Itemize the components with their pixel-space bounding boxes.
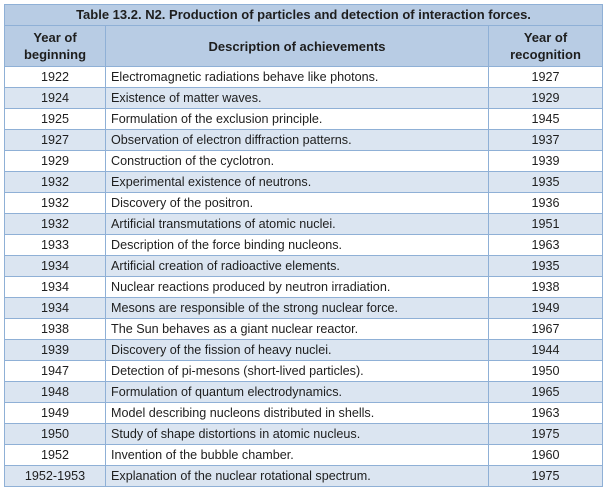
table-title-row: Table 13.2. N2. Production of particles … <box>4 4 603 26</box>
table-row: 1952 Invention of the bubble chamber. 1960 <box>4 444 603 466</box>
table-row: 1949 Model describing nucleons distribute… <box>4 402 603 424</box>
year-cell: 1934 <box>4 255 106 277</box>
table-body: 1922 Electromagnetic radiations behave li… <box>4 66 603 487</box>
recognition-cell: 1967 <box>488 318 603 340</box>
description-cell: Model describing nucleons distributed in… <box>105 402 489 424</box>
year-cell: 1922 <box>4 66 106 88</box>
year-cell: 1950 <box>4 423 106 445</box>
year-cell: 1932 <box>4 192 106 214</box>
year-cell: 1949 <box>4 402 106 424</box>
table-row: 1947 Detection of pi-mesons (short-lived … <box>4 360 603 382</box>
recognition-cell: 1939 <box>488 150 603 172</box>
header-recognition-line1: Year of <box>523 30 568 45</box>
recognition-cell: 1950 <box>488 360 603 382</box>
achievements-table: Table 13.2. N2. Production of particles … <box>4 4 603 487</box>
description-cell: Observation of electron diffraction patt… <box>105 129 489 151</box>
year-cell: 1927 <box>4 129 106 151</box>
recognition-cell: 1949 <box>488 297 603 319</box>
description-cell: Construction of the cyclotron. <box>105 150 489 172</box>
year-cell: 1952 <box>4 444 106 466</box>
header-description: Description of achievements <box>105 25 489 67</box>
achievements-table-container: Table 13.2. N2. Production of particles … <box>4 4 603 487</box>
recognition-cell: 1935 <box>488 255 603 277</box>
year-cell: 1925 <box>4 108 106 130</box>
description-cell: Existence of matter waves. <box>105 87 489 109</box>
year-cell: 1938 <box>4 318 106 340</box>
recognition-cell: 1960 <box>488 444 603 466</box>
description-cell: Discovery of the fission of heavy nuclei… <box>105 339 489 361</box>
table-row: 1934 Nuclear reactions produced by neutro… <box>4 276 603 298</box>
table-row: 1948 Formulation of quantum electrodynami… <box>4 381 603 403</box>
recognition-cell: 1936 <box>488 192 603 214</box>
header-year-line2: beginning <box>23 47 87 62</box>
table-row: 1934 Artificial creation of radioactive e… <box>4 255 603 277</box>
header-recognition-line2: recognition <box>510 47 581 62</box>
year-cell: 1933 <box>4 234 106 256</box>
recognition-cell: 1951 <box>488 213 603 235</box>
table-row: 1952-1953 Explanation of the nuclear rota… <box>4 465 603 487</box>
description-cell: Artificial transmutations of atomic nucl… <box>105 213 489 235</box>
year-cell: 1934 <box>4 297 106 319</box>
recognition-cell: 1937 <box>488 129 603 151</box>
recognition-cell: 1935 <box>488 171 603 193</box>
table-row: 1929 Construction of the cyclotron. 1939 <box>4 150 603 172</box>
year-cell: 1924 <box>4 87 106 109</box>
header-year-of-beginning: Year of beginning <box>4 25 106 67</box>
table-row: 1939 Discovery of the fission of heavy nu… <box>4 339 603 361</box>
year-cell: 1932 <box>4 213 106 235</box>
table-row: 1932 Experimental existence of neutrons. 1… <box>4 171 603 193</box>
year-cell: 1948 <box>4 381 106 403</box>
table-row: 1932 Artificial transmutations of atomic … <box>4 213 603 235</box>
table-row: 1934 Mesons are responsible of the strong… <box>4 297 603 319</box>
table-title: Table 13.2. N2. Production of particles … <box>4 4 603 26</box>
description-cell: Formulation of the exclusion principle. <box>105 108 489 130</box>
year-cell: 1932 <box>4 171 106 193</box>
table-row: 1922 Electromagnetic radiations behave li… <box>4 66 603 88</box>
recognition-cell: 1975 <box>488 423 603 445</box>
recognition-cell: 1963 <box>488 402 603 424</box>
description-cell: Mesons are responsible of the strong nuc… <box>105 297 489 319</box>
table-header-row: Year of beginning Description of achieve… <box>4 25 603 67</box>
header-year-line1: Year of <box>33 30 77 45</box>
recognition-cell: 1975 <box>488 465 603 487</box>
table-row: 1938 The Sun behaves as a giant nuclear r… <box>4 318 603 340</box>
year-cell: 1929 <box>4 150 106 172</box>
header-year-of-recognition: Year of recognition <box>488 25 603 67</box>
description-cell: Study of shape distortions in atomic nuc… <box>105 423 489 445</box>
description-cell: Invention of the bubble chamber. <box>105 444 489 466</box>
description-cell: Explanation of the nuclear rotational sp… <box>105 465 489 487</box>
description-cell: Artificial creation of radioactive eleme… <box>105 255 489 277</box>
table-row: 1932 Discovery of the positron. 1936 <box>4 192 603 214</box>
description-cell: Electromagnetic radiations behave like p… <box>105 66 489 88</box>
description-cell: The Sun behaves as a giant nuclear react… <box>105 318 489 340</box>
recognition-cell: 1927 <box>488 66 603 88</box>
recognition-cell: 1944 <box>488 339 603 361</box>
description-cell: Detection of pi-mesons (short-lived part… <box>105 360 489 382</box>
table-row: 1927 Observation of electron diffraction … <box>4 129 603 151</box>
recognition-cell: 1965 <box>488 381 603 403</box>
year-cell: 1947 <box>4 360 106 382</box>
table-row: 1924 Existence of matter waves. 1929 <box>4 87 603 109</box>
year-cell: 1952-1953 <box>4 465 106 487</box>
table-row: 1950 Study of shape distortions in atomic… <box>4 423 603 445</box>
year-cell: 1939 <box>4 339 106 361</box>
recognition-cell: 1938 <box>488 276 603 298</box>
recognition-cell: 1945 <box>488 108 603 130</box>
description-cell: Experimental existence of neutrons. <box>105 171 489 193</box>
table-row: 1933 Description of the force binding nuc… <box>4 234 603 256</box>
table-row: 1925 Formulation of the exclusion princip… <box>4 108 603 130</box>
description-cell: Formulation of quantum electrodynamics. <box>105 381 489 403</box>
year-cell: 1934 <box>4 276 106 298</box>
recognition-cell: 1963 <box>488 234 603 256</box>
description-cell: Nuclear reactions produced by neutron ir… <box>105 276 489 298</box>
description-cell: Description of the force binding nucleon… <box>105 234 489 256</box>
recognition-cell: 1929 <box>488 87 603 109</box>
description-cell: Discovery of the positron. <box>105 192 489 214</box>
